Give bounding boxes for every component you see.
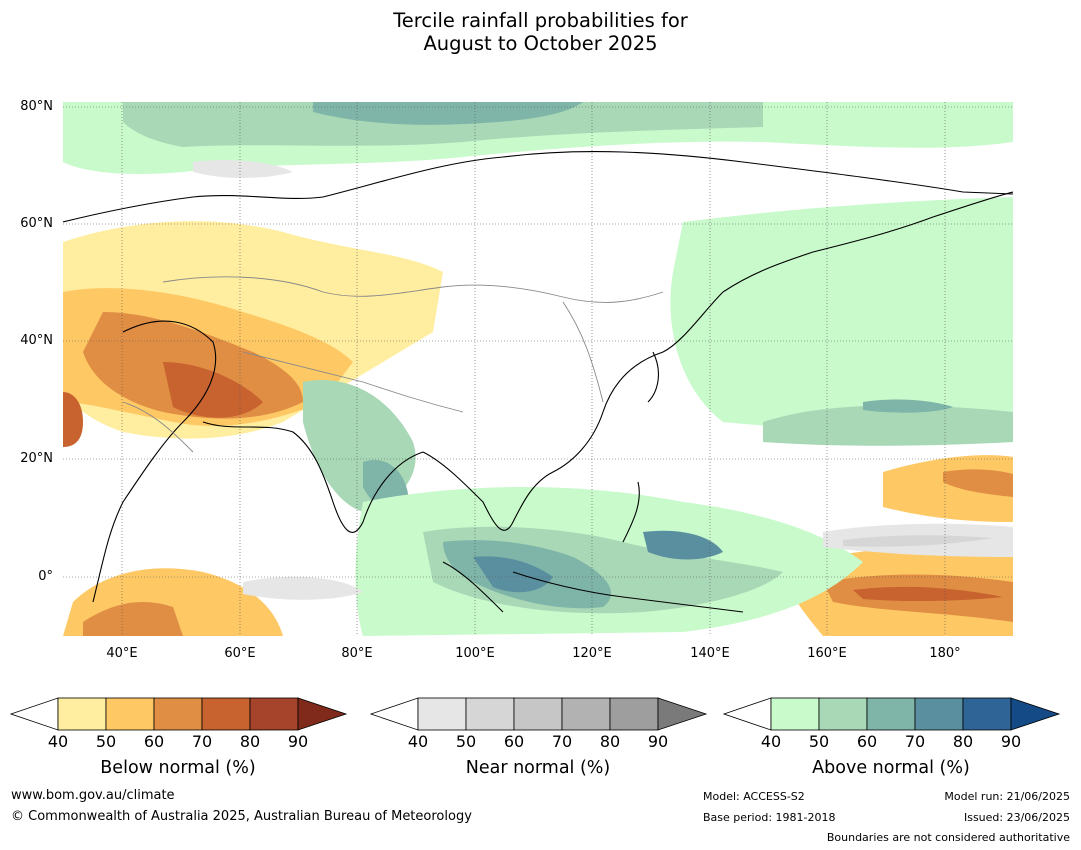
below-normal-fields	[63, 221, 1013, 636]
colorbar-above-max-arrow	[1010, 697, 1061, 731]
colorbar-near-max-arrow	[657, 697, 708, 731]
coastlines	[63, 151, 1013, 613]
colorbar-above-min-arrow	[723, 697, 772, 731]
colorbar-below-label: Below normal (%)	[100, 758, 256, 778]
colorbar-near-tick: 40	[407, 732, 429, 751]
lat-label-0: 0°	[38, 569, 53, 584]
colorbar-above-label: Above normal (%)	[812, 758, 970, 778]
colorbar-below-swatches	[10, 697, 348, 731]
colorbar-above-swatch-2	[866, 697, 916, 731]
colorbar-near-tick: 50	[455, 732, 477, 751]
colorbar-above-swatch-0	[770, 697, 820, 731]
colorbar-below-min-arrow	[10, 697, 59, 731]
country-borders	[122, 276, 664, 453]
colorbar-near-tick: 90	[647, 732, 669, 751]
colorbar-below-normal	[10, 697, 348, 731]
lon-label-180: 180°	[929, 646, 961, 661]
colorbar-near-swatch-4	[609, 697, 659, 731]
colorbar-near-min-arrow	[370, 697, 419, 731]
colorbar-above-tick: 60	[856, 732, 878, 751]
lat-label-80n: 80°N	[20, 99, 53, 114]
near-normal-fields	[193, 160, 1013, 600]
lon-label-120e: 120°E	[572, 646, 612, 661]
colorbar-above-swatches	[723, 697, 1061, 731]
footer-model-run: Model run: 21/06/2025	[944, 790, 1070, 803]
lon-label-40e: 40°E	[106, 646, 138, 661]
footer-issued: Issued: 23/06/2025	[963, 811, 1070, 824]
colorbar-below-tick: 80	[239, 732, 261, 751]
colorbar-near-label: Near normal (%)	[465, 758, 611, 778]
footer-boundaries-note: Boundaries are not considered authoritat…	[826, 831, 1070, 844]
colorbar-below-swatch-1	[105, 697, 155, 731]
colorbar-near-swatch-1	[465, 697, 515, 731]
colorbar-below-swatch-0	[57, 697, 107, 731]
colorbar-below-max-arrow	[297, 697, 348, 731]
colorbar-below-swatch-3	[201, 697, 251, 731]
colorbar-above-normal	[723, 697, 1061, 731]
title-line-2: August to October 2025	[423, 32, 658, 55]
colorbar-near-tick: 70	[551, 732, 573, 751]
colorbar-below-tick: 70	[191, 732, 213, 751]
lon-label-140e: 140°E	[690, 646, 730, 661]
colorbar-near-normal	[370, 697, 708, 731]
map-canvas	[63, 102, 1013, 636]
graticule	[63, 102, 1013, 636]
colorbar-above-tick: 90	[1000, 732, 1022, 751]
colorbar-near-swatches	[370, 697, 708, 731]
map-title: Tercile rainfall probabilities for Augus…	[0, 9, 1081, 55]
colorbar-above-tick: 70	[904, 732, 926, 751]
colorbar-below-swatch-4	[249, 697, 299, 731]
colorbar-below-tick: 40	[47, 732, 69, 751]
lat-label-40n: 40°N	[20, 333, 53, 348]
colorbar-above-swatch-3	[914, 697, 964, 731]
title-line-1: Tercile rainfall probabilities for	[393, 9, 688, 32]
lon-label-100e: 100°E	[455, 646, 495, 661]
colorbar-below-swatch-2	[153, 697, 203, 731]
footer-base-period: Base period: 1981-2018	[703, 811, 836, 824]
above-normal-fields	[63, 102, 1013, 636]
lat-label-60n: 60°N	[20, 216, 53, 231]
colorbar-above-tick: 40	[760, 732, 782, 751]
lon-label-80e: 80°E	[341, 646, 373, 661]
probability-map	[63, 102, 1013, 636]
colorbar-near-tick: 80	[599, 732, 621, 751]
colorbar-near-tick: 60	[503, 732, 525, 751]
colorbar-above-swatch-1	[818, 697, 868, 731]
footer-model: Model: ACCESS-S2	[703, 790, 805, 803]
lat-label-20n: 20°N	[20, 451, 53, 466]
colorbar-near-swatch-2	[513, 697, 563, 731]
lon-label-60e: 60°E	[224, 646, 256, 661]
footer-website: www.bom.gov.au/climate	[11, 788, 175, 803]
colorbar-above-swatch-4	[962, 697, 1012, 731]
colorbar-below-tick: 90	[287, 732, 309, 751]
colorbar-above-tick: 80	[952, 732, 974, 751]
colorbar-below-tick: 50	[95, 732, 117, 751]
footer-copyright: © Commonwealth of Australia 2025, Austra…	[11, 809, 472, 824]
colorbar-above-tick: 50	[808, 732, 830, 751]
colorbar-near-swatch-0	[417, 697, 467, 731]
colorbar-near-swatch-3	[561, 697, 611, 731]
lon-label-160e: 160°E	[807, 646, 847, 661]
colorbar-below-tick: 60	[143, 732, 165, 751]
